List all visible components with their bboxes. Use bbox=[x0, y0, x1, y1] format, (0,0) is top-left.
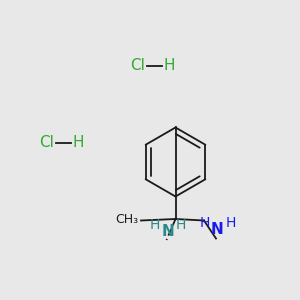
Text: CH₃: CH₃ bbox=[115, 213, 138, 226]
Text: N: N bbox=[211, 222, 224, 237]
Text: Cl: Cl bbox=[130, 58, 146, 74]
Text: Cl: Cl bbox=[39, 135, 54, 150]
Text: H: H bbox=[200, 216, 210, 230]
Text: N: N bbox=[162, 224, 174, 238]
Text: H: H bbox=[176, 218, 186, 232]
Text: H: H bbox=[226, 216, 236, 230]
Text: H: H bbox=[72, 135, 83, 150]
Text: H: H bbox=[150, 218, 160, 232]
Text: H: H bbox=[164, 58, 175, 74]
